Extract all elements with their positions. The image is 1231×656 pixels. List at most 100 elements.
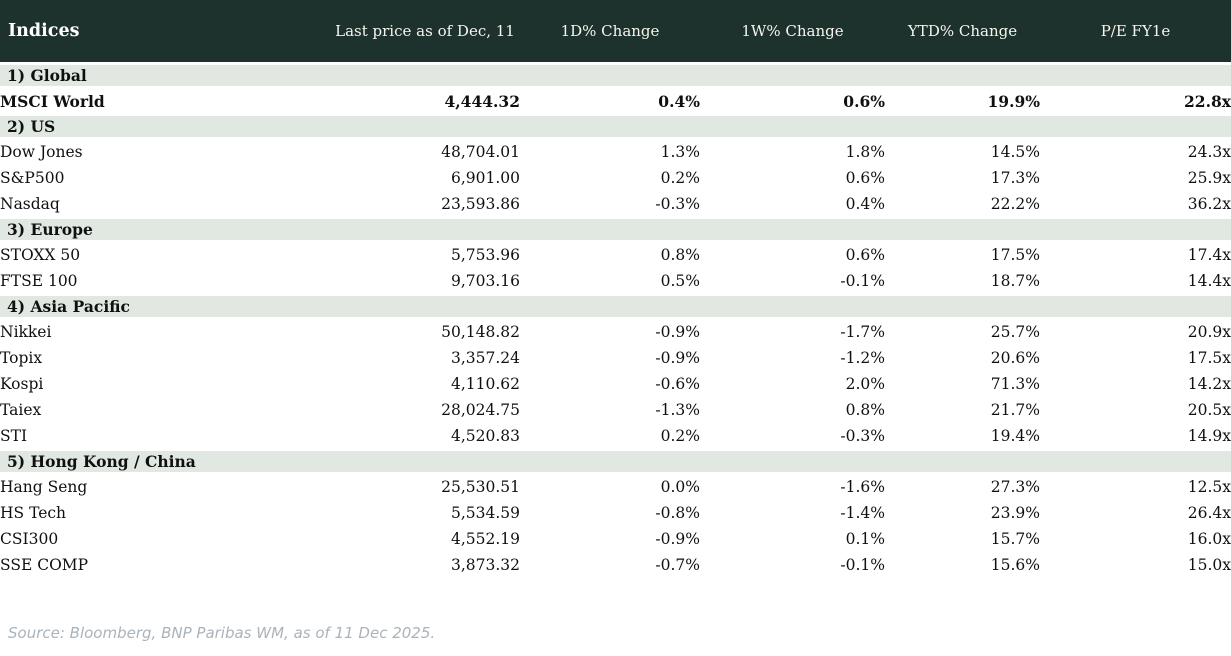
change-1w-value: -0.1% (700, 552, 885, 578)
pe-value: 16.0x (1040, 526, 1231, 552)
last-price-value: 6,901.00 (330, 165, 520, 191)
pe-value: 14.4x (1040, 268, 1231, 295)
index-name: Taiex (0, 397, 330, 423)
pe-value: 22.8x (1040, 87, 1231, 115)
change-1d-value: -0.9% (520, 345, 700, 371)
last-price-value: 23,593.86 (330, 191, 520, 218)
last-price-value: 5,753.96 (330, 241, 520, 268)
last-price-value: 5,534.59 (330, 500, 520, 526)
index-name: Topix (0, 345, 330, 371)
last-price-value: 48,704.01 (330, 138, 520, 165)
index-row: STI 4,520.83 0.2% -0.3% 19.4% 14.9x (0, 423, 1231, 450)
change-ytd-value: 20.6% (885, 345, 1040, 371)
change-ytd-value: 25.7% (885, 318, 1040, 345)
pe-value: 17.5x (1040, 345, 1231, 371)
section-label: 4) Asia Pacific (0, 294, 1231, 319)
index-row: Topix 3,357.24 -0.9% -1.2% 20.6% 17.5x (0, 345, 1231, 371)
column-header-pe: P/E FY1e (1040, 0, 1231, 65)
index-row: HS Tech 5,534.59 -0.8% -1.4% 23.9% 26.4x (0, 500, 1231, 526)
index-name: FTSE 100 (0, 268, 330, 295)
last-price-value: 28,024.75 (330, 397, 520, 423)
pe-value: 20.9x (1040, 318, 1231, 345)
change-1w-value: -0.1% (700, 268, 885, 295)
change-1w-value: 0.6% (700, 241, 885, 268)
header-row: Indices Last price as of Dec, 11 1D% Cha… (0, 0, 1231, 65)
change-ytd-value: 19.9% (885, 87, 1040, 115)
section-label: 2) US (0, 114, 1231, 139)
column-header-1w-change: 1W% Change (700, 0, 885, 65)
index-row: Kospi 4,110.62 -0.6% 2.0% 71.3% 14.2x (0, 371, 1231, 397)
index-row: Dow Jones 48,704.01 1.3% 1.8% 14.5% 24.3x (0, 138, 1231, 165)
change-1w-value: -1.7% (700, 318, 885, 345)
last-price-value: 9,703.16 (330, 268, 520, 295)
section-row: 3) Europe (0, 217, 1231, 242)
change-1d-value: 1.3% (520, 138, 700, 165)
pe-value: 14.2x (1040, 371, 1231, 397)
change-1w-value: -0.3% (700, 423, 885, 450)
change-ytd-value: 71.3% (885, 371, 1040, 397)
index-row: CSI300 4,552.19 -0.9% 0.1% 15.7% 16.0x (0, 526, 1231, 552)
last-price-value: 50,148.82 (330, 318, 520, 345)
change-1d-value: 0.4% (520, 87, 700, 115)
pe-value: 12.5x (1040, 473, 1231, 500)
change-ytd-value: 21.7% (885, 397, 1040, 423)
section-row: 5) Hong Kong / China (0, 449, 1231, 474)
section-row: 1) Global (0, 62, 1231, 88)
change-1w-value: -1.6% (700, 473, 885, 500)
change-ytd-value: 19.4% (885, 423, 1040, 450)
change-ytd-value: 22.2% (885, 191, 1040, 218)
change-1w-value: 2.0% (700, 371, 885, 397)
index-row: STOXX 50 5,753.96 0.8% 0.6% 17.5% 17.4x (0, 241, 1231, 268)
index-name: S&P500 (0, 165, 330, 191)
change-1w-value: 0.6% (700, 165, 885, 191)
table-header: Indices Last price as of Dec, 11 1D% Cha… (0, 0, 1231, 65)
last-price-value: 4,520.83 (330, 423, 520, 450)
column-header-last-price: Last price as of Dec, 11 (330, 0, 520, 65)
index-row: Taiex 28,024.75 -1.3% 0.8% 21.7% 20.5x (0, 397, 1231, 423)
index-row: Nikkei 50,148.82 -0.9% -1.7% 25.7% 20.9x (0, 318, 1231, 345)
change-1d-value: 0.5% (520, 268, 700, 295)
change-1d-value: 0.8% (520, 241, 700, 268)
last-price-value: 3,357.24 (330, 345, 520, 371)
change-1d-value: 0.0% (520, 473, 700, 500)
last-price-value: 4,110.62 (330, 371, 520, 397)
column-header-1d-change: 1D% Change (520, 0, 700, 65)
last-price-value: 25,530.51 (330, 473, 520, 500)
index-name: MSCI World (0, 87, 330, 115)
section-label: 1) Global (0, 62, 1231, 88)
index-row: FTSE 100 9,703.16 0.5% -0.1% 18.7% 14.4x (0, 268, 1231, 295)
index-name: STI (0, 423, 330, 450)
change-ytd-value: 14.5% (885, 138, 1040, 165)
column-header-indices: Indices (0, 0, 330, 65)
last-price-value: 3,873.32 (330, 552, 520, 578)
change-1w-value: 0.1% (700, 526, 885, 552)
pe-value: 26.4x (1040, 500, 1231, 526)
pe-value: 24.3x (1040, 138, 1231, 165)
index-name: SSE COMP (0, 552, 330, 578)
change-1w-value: -1.4% (700, 500, 885, 526)
index-name: Nikkei (0, 318, 330, 345)
change-1d-value: -1.3% (520, 397, 700, 423)
change-1d-value: -0.9% (520, 526, 700, 552)
pe-value: 15.0x (1040, 552, 1231, 578)
pe-value: 20.5x (1040, 397, 1231, 423)
section-label: 5) Hong Kong / China (0, 449, 1231, 474)
column-header-ytd-change: YTD% Change (885, 0, 1040, 65)
change-1d-value: -0.8% (520, 500, 700, 526)
index-row: MSCI World 4,444.32 0.4% 0.6% 19.9% 22.8x (0, 87, 1231, 115)
index-name: HS Tech (0, 500, 330, 526)
pe-value: 17.4x (1040, 241, 1231, 268)
index-name: Kospi (0, 371, 330, 397)
change-1w-value: 0.4% (700, 191, 885, 218)
change-1d-value: 0.2% (520, 165, 700, 191)
indices-table: Indices Last price as of Dec, 11 1D% Cha… (0, 0, 1231, 578)
pe-value: 36.2x (1040, 191, 1231, 218)
change-1w-value: 0.6% (700, 87, 885, 115)
section-row: 4) Asia Pacific (0, 294, 1231, 319)
index-row: Hang Seng 25,530.51 0.0% -1.6% 27.3% 12.5x (0, 473, 1231, 500)
change-ytd-value: 27.3% (885, 473, 1040, 500)
change-1d-value: -0.6% (520, 371, 700, 397)
change-ytd-value: 23.9% (885, 500, 1040, 526)
index-row: S&P500 6,901.00 0.2% 0.6% 17.3% 25.9x (0, 165, 1231, 191)
